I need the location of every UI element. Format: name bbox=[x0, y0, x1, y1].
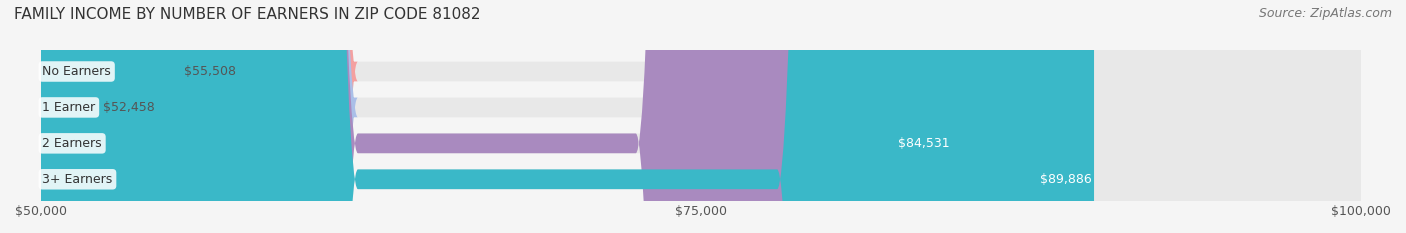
Text: $52,458: $52,458 bbox=[103, 101, 155, 114]
Text: $89,886: $89,886 bbox=[1039, 173, 1091, 186]
Text: FAMILY INCOME BY NUMBER OF EARNERS IN ZIP CODE 81082: FAMILY INCOME BY NUMBER OF EARNERS IN ZI… bbox=[14, 7, 481, 22]
FancyBboxPatch shape bbox=[41, 0, 1094, 233]
FancyBboxPatch shape bbox=[0, 0, 357, 233]
FancyBboxPatch shape bbox=[41, 0, 1361, 233]
FancyBboxPatch shape bbox=[41, 0, 953, 233]
Text: 2 Earners: 2 Earners bbox=[42, 137, 103, 150]
FancyBboxPatch shape bbox=[41, 0, 1361, 233]
FancyBboxPatch shape bbox=[0, 0, 357, 233]
Text: $84,531: $84,531 bbox=[898, 137, 950, 150]
Text: $55,508: $55,508 bbox=[184, 65, 236, 78]
Text: No Earners: No Earners bbox=[42, 65, 111, 78]
Text: 1 Earner: 1 Earner bbox=[42, 101, 96, 114]
FancyBboxPatch shape bbox=[41, 0, 1361, 233]
Text: 3+ Earners: 3+ Earners bbox=[42, 173, 112, 186]
Text: Source: ZipAtlas.com: Source: ZipAtlas.com bbox=[1258, 7, 1392, 20]
FancyBboxPatch shape bbox=[41, 0, 1361, 233]
